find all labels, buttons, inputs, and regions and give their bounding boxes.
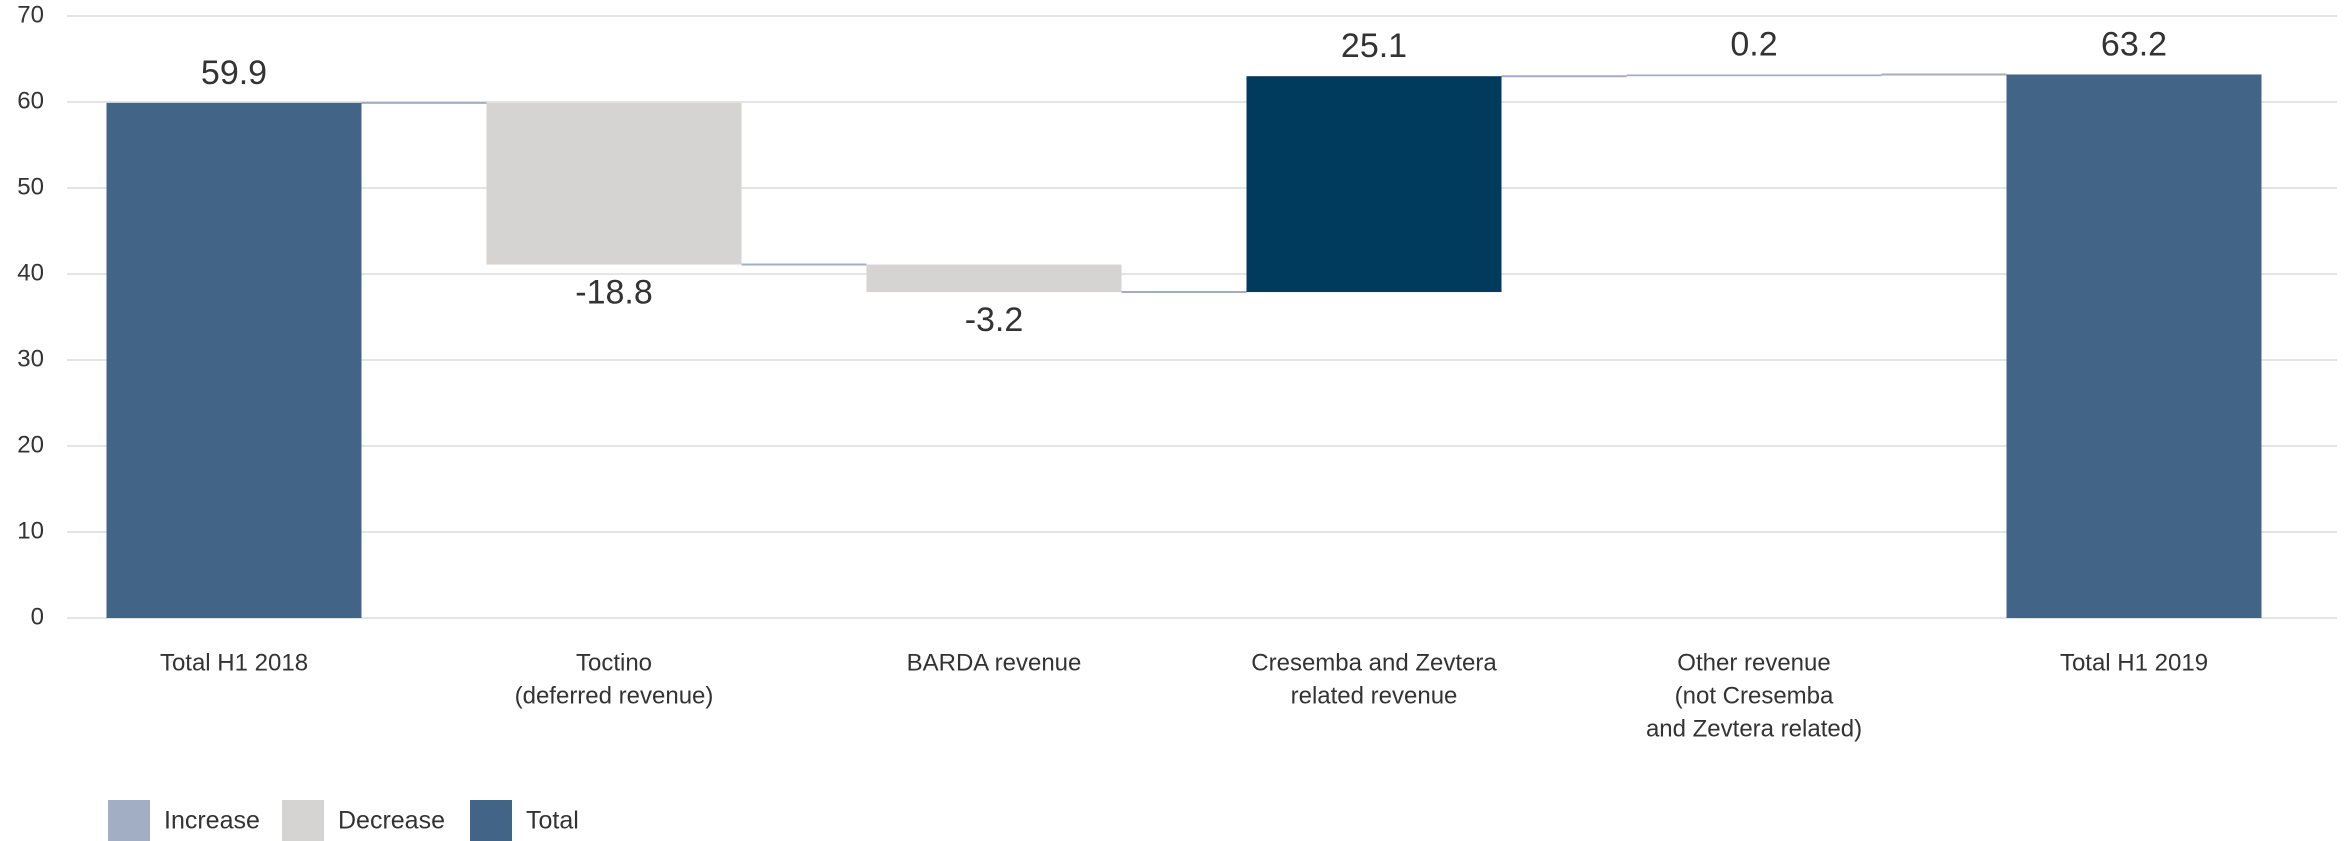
- y-tick-label: 60: [17, 87, 44, 114]
- bar: [486, 102, 742, 265]
- x-tick-label: and Zevtera related): [1646, 715, 1862, 742]
- legend-label: Increase: [164, 807, 260, 835]
- bar: [1626, 74, 1882, 77]
- y-tick-label: 20: [17, 431, 44, 458]
- bar: [2006, 74, 2262, 619]
- y-tick-label: 50: [17, 173, 44, 200]
- x-tick-label: Other revenue: [1677, 649, 1830, 676]
- value-label: -3.2: [965, 301, 1024, 339]
- value-label: 25.1: [1341, 27, 1407, 65]
- legend-swatch: [108, 800, 150, 841]
- legend-label: Decrease: [338, 807, 445, 835]
- x-tick-label: (deferred revenue): [515, 682, 714, 709]
- y-tick-label: 70: [17, 1, 44, 28]
- bar: [866, 264, 1122, 293]
- y-tick-label: 40: [17, 259, 44, 286]
- legend-swatch: [470, 800, 512, 841]
- value-label: 59.9: [201, 54, 267, 92]
- bar: [106, 102, 362, 619]
- x-tick-label: Toctino: [576, 649, 652, 676]
- y-tick-label: 30: [17, 345, 44, 372]
- x-tick-label: BARDA revenue: [907, 649, 1082, 676]
- y-tick-label: 10: [17, 517, 44, 544]
- value-label: 63.2: [2101, 25, 2167, 63]
- legend-swatch: [282, 800, 324, 841]
- x-tick-label: Total H1 2018: [160, 649, 308, 676]
- bar: [1246, 76, 1502, 293]
- x-tick-label: Cresemba and Zevtera: [1251, 649, 1497, 676]
- legend-label: Total: [526, 807, 579, 835]
- value-label: -18.8: [575, 274, 653, 312]
- value-label: 0.2: [1730, 25, 1777, 63]
- x-tick-label: (not Cresemba: [1675, 682, 1834, 709]
- x-tick-label: related revenue: [1291, 682, 1458, 709]
- x-tick-label: Total H1 2019: [2060, 649, 2208, 676]
- y-tick-label: 0: [31, 603, 44, 630]
